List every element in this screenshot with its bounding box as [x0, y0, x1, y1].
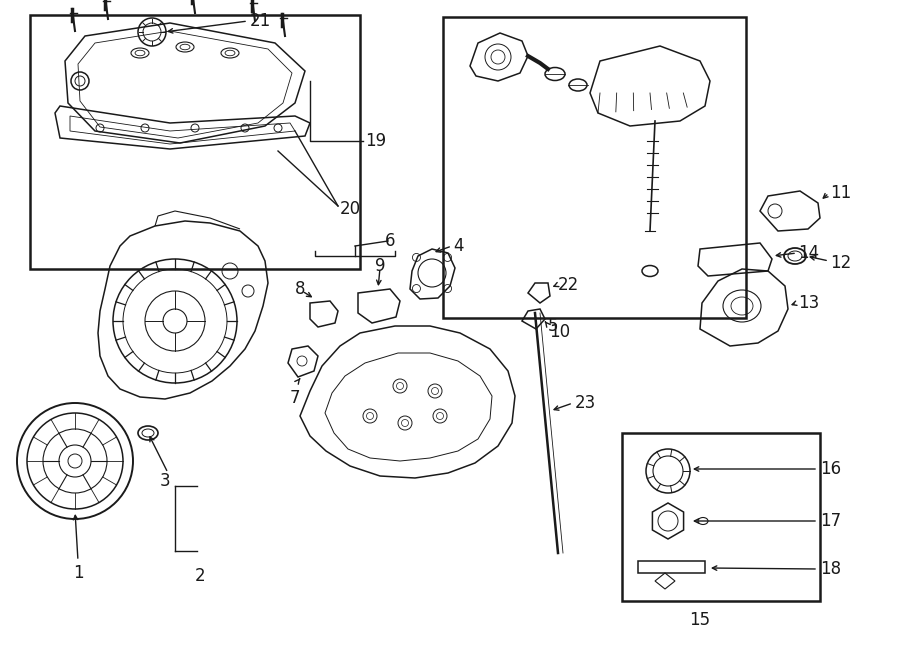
Text: 5: 5 — [548, 317, 559, 335]
Text: 22: 22 — [558, 276, 580, 294]
Text: 6: 6 — [385, 232, 395, 250]
Text: 11: 11 — [830, 184, 851, 202]
Text: 23: 23 — [575, 394, 596, 412]
Text: 3: 3 — [160, 472, 171, 490]
Text: 7: 7 — [290, 389, 301, 407]
Text: 13: 13 — [798, 294, 819, 312]
Bar — [443, 17, 746, 318]
Text: 14: 14 — [798, 244, 819, 262]
Text: 2: 2 — [195, 567, 205, 585]
Text: 15: 15 — [689, 611, 711, 629]
Text: 12: 12 — [830, 254, 851, 272]
Bar — [30, 15, 360, 269]
Text: 17: 17 — [820, 512, 842, 530]
Bar — [622, 433, 820, 601]
Text: 9: 9 — [374, 257, 385, 275]
Text: 10: 10 — [549, 323, 571, 341]
Text: 4: 4 — [453, 237, 464, 255]
Text: 16: 16 — [820, 460, 842, 478]
Text: 20: 20 — [340, 200, 361, 218]
Text: 1: 1 — [73, 564, 84, 582]
Text: 18: 18 — [820, 560, 842, 578]
Text: 21: 21 — [250, 12, 271, 30]
Text: 8: 8 — [295, 280, 305, 298]
Text: 19: 19 — [365, 132, 386, 150]
